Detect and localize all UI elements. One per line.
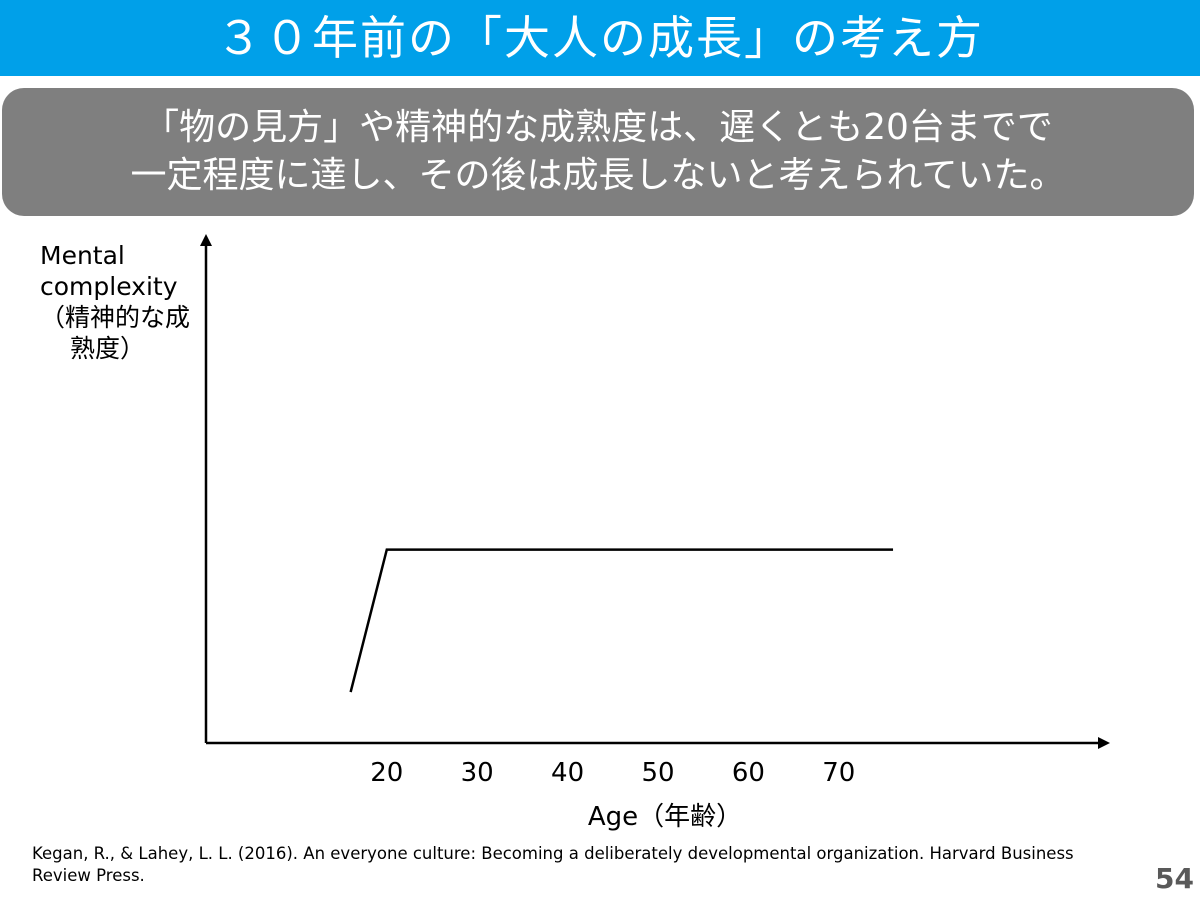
x-tick-label: 30	[461, 758, 494, 788]
x-tick-labels: 20 30 40 50 60 70	[370, 758, 855, 788]
y-axis-label: Mental complexity （精神的な成 熟度）	[40, 240, 210, 364]
x-tick-label: 60	[732, 758, 765, 788]
page-number: 54	[1155, 862, 1194, 895]
x-tick-label: 70	[822, 758, 855, 788]
summary-box: 「物の見方」や精神的な成熟度は、遅くとも20台までで 一定程度に達し、その後は成…	[2, 88, 1194, 216]
x-tick-label: 20	[370, 758, 403, 788]
y-axis-label-line-4: 熟度）	[70, 334, 146, 363]
slide-title: ３０年前の「大人の成長」の考え方	[216, 11, 984, 65]
y-axis-label-line-1: Mental	[40, 241, 125, 270]
title-bar: ３０年前の「大人の成長」の考え方	[0, 0, 1200, 76]
summary-line-2: 一定程度に達し、その後は成長しないと考えられていた。	[130, 155, 1066, 196]
chart-axes	[200, 234, 1110, 749]
x-tick-label: 50	[641, 758, 674, 788]
series-line-1	[349, 548, 894, 693]
y-axis-label-line-3: （精神的な成	[40, 303, 191, 332]
citation: Kegan, R., & Lahey, L. L. (2016). An eve…	[32, 844, 1074, 885]
chart-series	[349, 548, 894, 693]
x-axis-arrowhead	[1098, 737, 1110, 749]
summary-line-1: 「物の見方」や精神的な成熟度は、遅くとも20台までで	[143, 107, 1053, 148]
y-axis-label-line-2: complexity	[40, 272, 178, 301]
x-tick-label: 40	[551, 758, 584, 788]
y-axis-arrowhead	[200, 234, 212, 246]
x-axis-label: Age（年齢）	[588, 802, 742, 832]
